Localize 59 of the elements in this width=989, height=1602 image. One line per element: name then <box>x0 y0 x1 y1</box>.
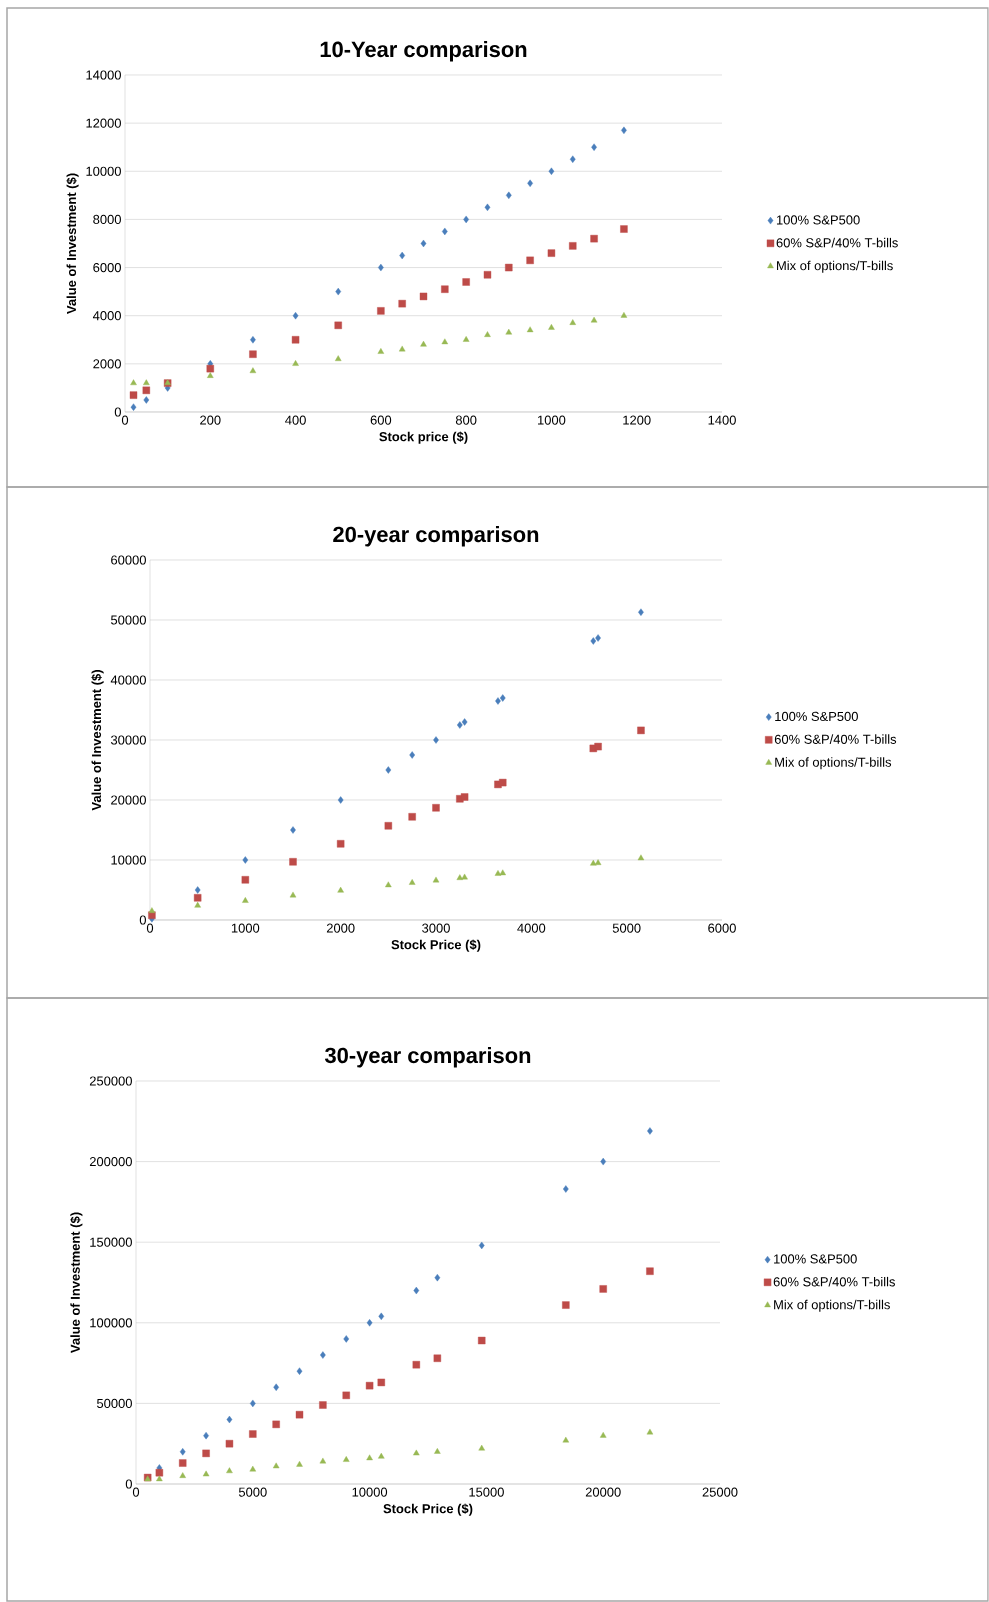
y-tick-label: 0 <box>139 915 147 925</box>
legend-label: 100% S&P500 <box>775 711 859 722</box>
y-tick-label: 50000 <box>111 615 147 625</box>
x-axis-title: Stock Price ($) <box>391 939 481 952</box>
legend-label: 60% S&P/40% T-bills <box>773 1276 896 1287</box>
x-tick-label: 1200 <box>623 415 651 425</box>
x-tick-label: 10000 <box>352 1487 388 1497</box>
y-tick-label: 8000 <box>93 214 122 224</box>
x-tick-label: 3000 <box>422 923 451 933</box>
y-tick-label: 12000 <box>86 118 122 128</box>
x-tick-label: 1000 <box>538 415 566 425</box>
chart-title: 10-Year comparison <box>320 41 527 62</box>
y-axis-title: Value of Investment ($) <box>66 173 79 314</box>
x-axis-title: Stock price ($) <box>379 431 468 444</box>
chart-title: 20-year comparison <box>333 526 539 547</box>
chart-title: 30-year comparison <box>325 1047 531 1068</box>
y-tick-label: 150000 <box>90 1237 133 1247</box>
x-tick-label: 600 <box>370 415 392 425</box>
x-tick-label: 200 <box>200 415 221 425</box>
y-tick-label: 100000 <box>90 1318 133 1328</box>
x-tick-label: 20000 <box>585 1487 621 1497</box>
x-tick-label: 800 <box>456 415 477 425</box>
x-tick-label: 5000 <box>239 1487 267 1497</box>
x-tick-label: 4000 <box>517 923 546 933</box>
y-tick-label: 40000 <box>110 675 147 685</box>
legend-label: 60% S&P/40% T-bills <box>776 237 899 248</box>
y-tick-label: 10000 <box>86 166 122 176</box>
legend-label: Mix of options/T-bills <box>775 757 892 770</box>
y-tick-label: 50000 <box>97 1398 133 1408</box>
legend-label: Mix of options/T-bills <box>774 1299 891 1312</box>
y-tick-label: 14000 <box>86 70 122 80</box>
legend-label: 100% S&P500 <box>777 215 860 225</box>
y-tick-label: 250000 <box>90 1076 133 1086</box>
x-tick-label: 25000 <box>702 1487 738 1497</box>
legend-label: 60% S&P/40% T-bills <box>775 734 897 744</box>
x-tick-label: 6000 <box>708 923 737 933</box>
y-tick-label: 0 <box>114 407 122 417</box>
x-tick-label: 15000 <box>469 1487 505 1497</box>
y-tick-label: 200000 <box>90 1157 133 1167</box>
y-axis-title: Value of Investment ($) <box>70 1212 83 1353</box>
x-tick-label: 1400 <box>708 415 737 425</box>
x-axis-title: Stock Price ($) <box>383 1503 473 1516</box>
y-tick-label: 6000 <box>93 262 122 273</box>
y-tick-label: 0 <box>125 1479 133 1489</box>
x-tick-label: 0 <box>147 923 154 933</box>
x-tick-label: 400 <box>285 415 306 425</box>
legend-label: 100% S&P500 <box>774 1254 857 1264</box>
y-tick-label: 60000 <box>111 555 147 565</box>
x-tick-label: 2000 <box>327 923 355 933</box>
y-tick-label: 30000 <box>111 735 147 745</box>
legend-label: Mix of options/T-bills <box>777 260 893 273</box>
x-tick-label: 5000 <box>612 923 641 933</box>
y-axis-title: Value of Investment ($) <box>91 670 104 811</box>
x-tick-label: 0 <box>133 1487 140 1497</box>
y-tick-label: 20000 <box>111 795 147 805</box>
y-tick-label: 10000 <box>111 855 147 865</box>
x-tick-label: 1000 <box>232 923 260 933</box>
y-tick-label: 4000 <box>93 311 122 321</box>
y-tick-label: 2000 <box>93 359 122 369</box>
